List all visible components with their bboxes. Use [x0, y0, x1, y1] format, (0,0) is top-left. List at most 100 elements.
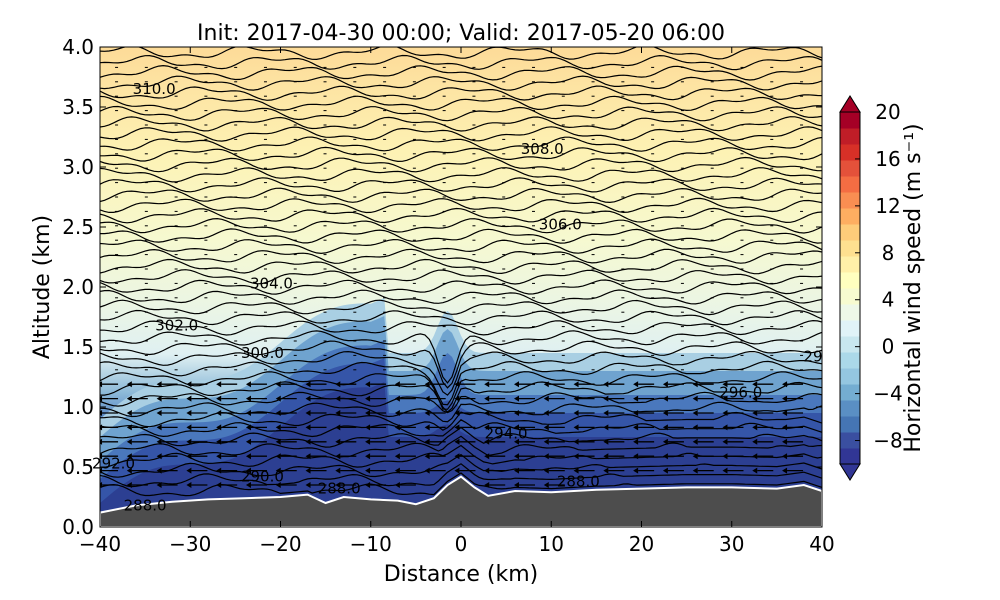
y-tick-label: 3.0 [62, 155, 94, 179]
wind-arrow-head [245, 453, 251, 460]
isentrope-contour [100, 401, 822, 423]
colorbar-tick-label: 0 [882, 335, 895, 359]
isentrope-contour [100, 340, 822, 389]
contour-label: 302.0 [155, 316, 198, 334]
contour-label: 296.0 [719, 384, 762, 402]
wind-arrow-head [633, 395, 639, 402]
x-axis: −40 −30 −20 −10 0 10 20 30 40 [79, 47, 835, 556]
isentrope-contour [100, 350, 822, 396]
wind-arrow-head [186, 467, 192, 474]
isentrope-contour [100, 126, 822, 142]
wind-arrow-head [275, 482, 281, 488]
wind-arrow-head [692, 410, 698, 416]
wind-arrow-head [335, 482, 341, 488]
wind-arrow-head [692, 395, 698, 402]
wind-arrow-head [454, 395, 460, 402]
wind-arrow-head [365, 424, 371, 431]
wind-arrow-head [245, 395, 251, 402]
isentrope-contour [100, 289, 822, 305]
wind-arrow-head [633, 410, 639, 416]
isentrope-contour [100, 85, 822, 101]
isentrope-contour [100, 309, 822, 326]
isentrope-contour [100, 54, 822, 71]
isentrope-contour [100, 371, 822, 410]
wind-arrow-head [126, 438, 132, 445]
wind-arrow-head [722, 395, 728, 402]
isentrope-contour [100, 238, 822, 255]
isentrope-contour [100, 299, 822, 316]
wind-arrow-head [424, 424, 430, 431]
wind-arrow-head [424, 453, 430, 460]
isentrope-contour [100, 64, 822, 81]
wind-arrow-head [662, 467, 668, 474]
wind-arrow-head [335, 438, 341, 445]
isentrope-contour [100, 463, 822, 488]
colorbar-frame [839, 111, 861, 465]
wind-arrow-head [245, 438, 251, 445]
colorbar-segment [840, 128, 860, 145]
wind-arrow-head [603, 381, 609, 388]
wind-arrow-head [186, 381, 192, 388]
wind-arrow-head [156, 438, 162, 445]
wind-arrow-head [275, 381, 281, 388]
y-tick-label: 1.0 [62, 395, 94, 419]
wind-arrow-head [156, 424, 162, 431]
wind-arrow-head [305, 482, 311, 488]
colorbar-segment [840, 112, 860, 129]
wind-arrow-head [365, 381, 371, 388]
wind-arrow-head [722, 424, 728, 431]
wind-arrow-head [275, 467, 281, 474]
wind-arrow-head [216, 410, 222, 416]
wind-arrow-head [633, 467, 639, 474]
wind-arrow-head [573, 467, 579, 474]
chart-title: Init: 2017-04-30 00:00; Valid: 2017-05-2… [197, 21, 725, 46]
wind-arrow-head [245, 410, 251, 416]
wind-arrow-head [245, 467, 251, 474]
wind-arrow-head [186, 395, 192, 402]
wind-arrow-head [186, 453, 192, 460]
wind-arrow-head [335, 467, 341, 474]
wind-arrow-head [543, 381, 549, 388]
x-axis-label: Distance (km) [384, 562, 539, 587]
wind-arrow-head [573, 395, 579, 402]
colorbar-segment [840, 240, 860, 257]
wind-arrow-head [335, 424, 341, 431]
colorbar-segment [840, 400, 860, 417]
wind-arrow-head [752, 467, 758, 474]
wind-arrow-head [633, 438, 639, 445]
wind-arrow-head [365, 438, 371, 445]
isentrope-contour [100, 217, 822, 234]
wind-arrow-head [100, 410, 103, 416]
colorbar-segment [840, 176, 860, 193]
wind-arrow-head [186, 424, 192, 431]
wind-arrow-head [662, 453, 668, 460]
isentrope-contour [100, 187, 822, 204]
wind-arrow-head [514, 482, 520, 488]
wind-arrow-head [484, 438, 490, 445]
wind-arrow-head [245, 381, 251, 388]
wind-arrow-head [662, 424, 668, 431]
wind-arrow-head [394, 438, 400, 445]
wind-arrow-head [156, 381, 162, 388]
wind-arrow-head [692, 424, 698, 431]
wind-arrow-head [782, 395, 788, 402]
wind-arrow-head [692, 453, 698, 460]
wind-arrow-head [126, 453, 132, 460]
wind-arrow-head [633, 381, 639, 388]
wind-arrow-head [100, 467, 103, 474]
wind-arrow-head [662, 395, 668, 402]
colorbar-tick-label: 8 [882, 241, 895, 265]
wind-arrow-head [394, 467, 400, 474]
wind-arrow-head [216, 453, 222, 460]
contour-label: 306.0 [539, 216, 582, 234]
isentrope-contour [100, 279, 822, 295]
isentrope-contour [100, 258, 822, 275]
contour-label: 288.0 [318, 480, 361, 498]
wind-arrow-head [126, 381, 132, 388]
colorbar-tick-label: 20 [875, 100, 900, 124]
wind-arrow-head [692, 467, 698, 474]
wind-arrow-head [186, 410, 192, 416]
wind-arrow-head [543, 395, 549, 402]
colorbar-segment [840, 288, 860, 305]
wind-arrow-head [752, 453, 758, 460]
